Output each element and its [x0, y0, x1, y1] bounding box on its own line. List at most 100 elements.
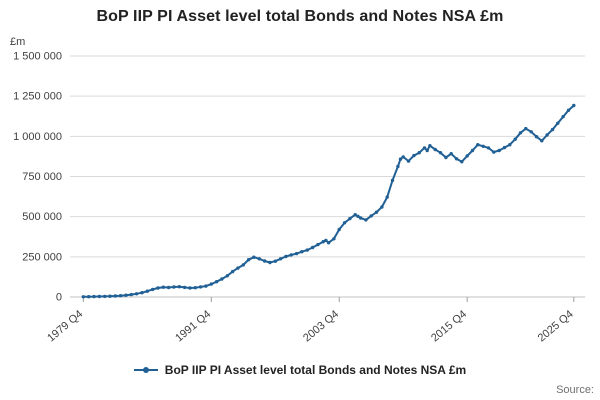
data-point-marker [289, 253, 293, 257]
data-point-marker [209, 282, 213, 286]
data-point-marker [81, 295, 86, 299]
data-point-marker [113, 294, 118, 298]
legend-label: BoP IIP PI Asset level total Bonds and N… [164, 363, 467, 377]
data-point-marker [97, 294, 102, 299]
data-point-marker [401, 155, 405, 159]
data-point-marker [534, 135, 539, 139]
data-point-marker [358, 216, 363, 220]
data-point-marker [198, 285, 203, 289]
data-point-marker [353, 213, 357, 217]
y-tick-label: 750 000 [22, 171, 62, 183]
legend: BoP IIP PI Asset level total Bonds and N… [0, 363, 600, 377]
data-point-marker [177, 285, 181, 289]
data-point-marker [166, 285, 171, 290]
data-point-marker [398, 157, 403, 161]
data-point-marker [390, 178, 395, 183]
data-point-marker [225, 274, 229, 278]
data-point-marker [540, 139, 544, 143]
data-point-marker [118, 294, 123, 298]
data-point-marker [425, 148, 429, 153]
data-point-marker [497, 148, 501, 153]
data-point-marker [310, 245, 315, 250]
x-tick-label: 2015 Q4 [429, 308, 469, 344]
data-point-marker [374, 210, 379, 214]
data-point-marker [348, 216, 352, 221]
data-point-marker [508, 143, 512, 147]
data-point-marker [481, 144, 485, 148]
data-point-marker [476, 143, 480, 147]
data-point-marker [518, 131, 523, 135]
data-point-marker [305, 248, 309, 252]
data-point-marker [417, 151, 421, 155]
y-tick-label: 0 [56, 292, 62, 304]
y-tick-label: 1 000 000 [13, 131, 62, 143]
data-point-marker [134, 292, 139, 296]
y-tick-label: 250 000 [22, 251, 62, 263]
data-point-marker [524, 126, 528, 131]
data-point-marker [129, 292, 133, 297]
data-point-marker [284, 254, 288, 259]
data-point-marker [486, 146, 491, 150]
data-point-marker [561, 115, 565, 119]
data-point-marker [433, 147, 437, 152]
data-point-marker [326, 241, 331, 245]
data-point-marker [502, 145, 507, 150]
data-point-marker [369, 214, 373, 218]
data-point-marker [492, 150, 496, 154]
data-point-marker [103, 294, 107, 299]
chart-title: BoP IIP PI Asset level total Bonds and N… [96, 8, 504, 25]
data-point-marker [236, 266, 240, 270]
data-point-marker [364, 218, 368, 222]
data-point-marker [444, 155, 448, 160]
data-point-marker [204, 284, 208, 288]
data-point-marker [214, 280, 219, 284]
y-tick-label: 500 000 [22, 211, 62, 223]
data-point-marker [246, 258, 251, 262]
data-point-marker [385, 195, 389, 199]
data-point-marker [241, 263, 245, 267]
data-point-marker [294, 251, 299, 256]
data-point-marker [321, 240, 325, 244]
data-point-marker [273, 259, 277, 263]
data-point-marker [513, 137, 517, 141]
data-point-marker [257, 257, 261, 261]
data-point-marker [412, 153, 416, 158]
data-point-marker [268, 260, 272, 265]
legend-line-marker-icon [133, 365, 158, 375]
data-point-marker [92, 294, 96, 299]
data-point-marker [545, 133, 549, 137]
data-point-marker [529, 130, 533, 134]
data-point-marker [324, 238, 328, 243]
source-label: Source: [556, 384, 594, 396]
data-point-marker [193, 286, 197, 290]
y-axis-unit-label: £m [10, 36, 26, 48]
data-point-marker [182, 285, 187, 290]
data-point-marker [566, 108, 571, 113]
data-point-marker [188, 286, 192, 290]
data-point-marker [470, 148, 475, 153]
x-tick-label: 2003 Q4 [301, 308, 341, 344]
data-point-marker [342, 221, 347, 225]
data-point-marker [438, 151, 443, 155]
data-point-marker [278, 257, 283, 261]
y-tick-label: 1 250 000 [13, 91, 62, 103]
x-tick-label: 1991 Q4 [173, 308, 213, 344]
data-point-marker [220, 277, 224, 281]
data-point-marker [316, 242, 320, 247]
data-point-marker [572, 103, 576, 108]
data-point-marker [140, 291, 144, 295]
data-point-marker [145, 289, 149, 293]
data-point-marker [550, 127, 555, 132]
data-point-marker [428, 144, 432, 148]
data-point-marker [124, 293, 128, 297]
data-point-marker [406, 159, 411, 163]
x-tick-label: 2025 Q4 [536, 308, 576, 344]
data-point-marker [454, 157, 459, 161]
data-point-marker [332, 237, 336, 241]
data-point-marker [422, 146, 427, 150]
data-point-marker [87, 295, 91, 299]
y-tick-label: 1 500 000 [13, 51, 62, 63]
data-point-marker [108, 294, 112, 298]
